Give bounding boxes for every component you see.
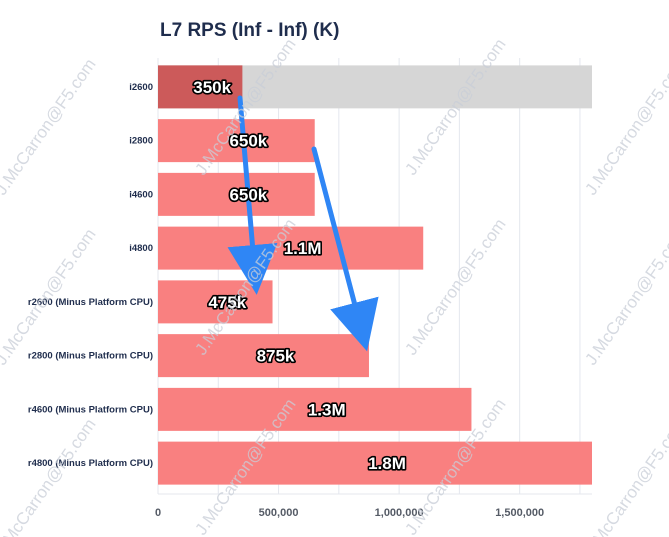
data-label: 650k [229,185,267,204]
x-tick-label: 500,000 [259,507,299,519]
category-label: i4800 [129,243,153,254]
bar [158,65,243,109]
data-label: 650k [229,132,267,151]
chart-title: L7 RPS (Inf - Inf) (K) [160,20,340,41]
bar [158,387,472,431]
category-label: i2800 [129,136,153,147]
annotation-arrow [227,95,278,295]
watermark-text: J.McCarron@F5.com [581,225,669,368]
category-label: r4600 (Minus Platform CPU) [28,404,153,415]
watermark-text: J.McCarron@F5.com [0,415,100,537]
data-label: 475k [208,293,246,312]
x-tick-label: 1,000,000 [375,507,424,519]
category-label: r4800 (Minus Platform CPU) [28,458,153,469]
watermark-text: J.McCarron@F5.com [581,415,669,537]
bar [158,441,592,485]
data-label: 1.8M [368,454,406,473]
data-label: 1.3M [308,400,346,419]
x-tick-label: 1,500,000 [495,507,544,519]
category-label: i2600 [129,82,153,93]
bar [158,226,424,270]
watermark-text: J.McCarron@F5.com [581,55,669,198]
watermark-text: J.McCarron@F5.com [0,55,100,198]
data-label: 1.1M [284,239,322,258]
category-label: r2600 (Minus Platform CPU) [28,297,153,308]
category-label: i4600 [129,189,153,200]
x-tick-label: 0 [155,507,161,519]
data-label: 350k [193,78,231,97]
category-label: r2800 (Minus Platform CPU) [28,351,153,362]
data-label: 875k [257,347,295,366]
bar [158,172,315,216]
bar [158,119,315,163]
annotation-arrow [311,146,379,352]
